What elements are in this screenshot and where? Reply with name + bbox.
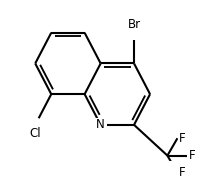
Text: Cl: Cl (29, 127, 41, 140)
Text: F: F (189, 149, 195, 162)
Text: Br: Br (127, 18, 141, 31)
Text: F: F (179, 132, 185, 145)
Text: N: N (96, 118, 105, 131)
Text: F: F (179, 166, 185, 178)
